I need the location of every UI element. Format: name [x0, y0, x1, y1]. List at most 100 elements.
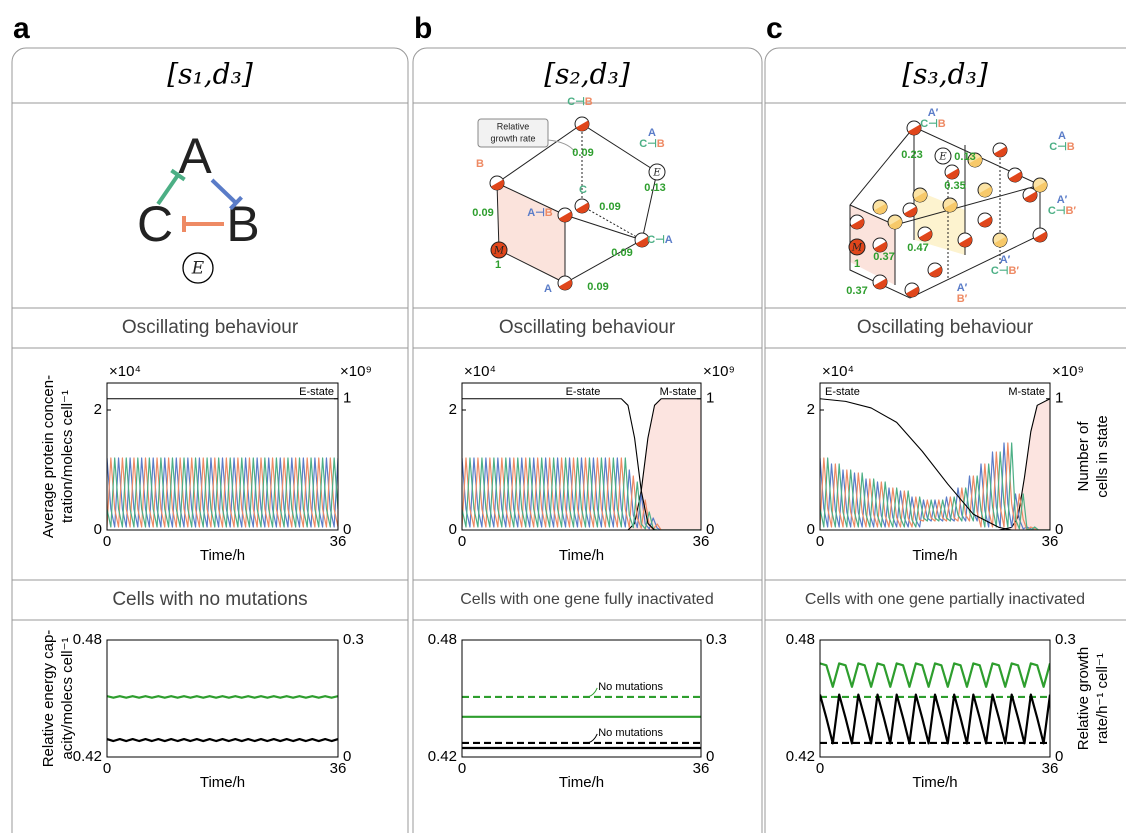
- label-char: C: [991, 265, 999, 277]
- label-char: B: [657, 138, 665, 150]
- y-tick-label: 2: [449, 401, 457, 418]
- y2-tick-label: 0: [343, 521, 351, 538]
- state-label: E-state: [299, 386, 334, 398]
- mutation-section-label: Cells with one gene fully inactivated: [460, 591, 713, 608]
- x-tick-label: 0: [816, 760, 824, 777]
- label-char: ′: [1016, 265, 1019, 277]
- growth-value: 0.13: [644, 182, 665, 194]
- mutation-label: B′: [957, 293, 968, 305]
- y-tick-label: 0.48: [786, 631, 815, 648]
- x-axis-label: Time/h: [912, 774, 957, 791]
- y-axis-label: Relative energy cap-: [40, 630, 57, 768]
- label-char: ′: [965, 293, 968, 305]
- mutation-label: C⊣B′: [1048, 205, 1077, 217]
- x-axis-label: Time/h: [200, 774, 245, 791]
- y-multiplier: ×10⁴: [822, 363, 854, 380]
- behaviour-label: Oscillating behaviour: [499, 317, 676, 338]
- panel-title: [s₂,d₃]: [544, 58, 630, 91]
- panel-letter: c: [766, 12, 783, 45]
- x-axis-label: Time/h: [559, 774, 604, 791]
- x-tick-label: 0: [816, 533, 824, 550]
- state-node-label: M: [851, 243, 863, 254]
- state-node-label: E: [938, 152, 947, 163]
- y-multiplier: ×10⁴: [109, 363, 141, 380]
- y2-tick-label: 1: [706, 390, 714, 407]
- behaviour-label: Oscillating behaviour: [122, 317, 299, 338]
- mutation-label: A⊣B: [527, 207, 553, 219]
- mutation-label: C⊣B′: [991, 265, 1020, 277]
- x-tick-label: 0: [458, 533, 466, 550]
- growth-value: 0.13: [954, 151, 975, 163]
- label-char: A: [544, 283, 552, 295]
- label-char: B: [545, 207, 553, 219]
- x-axis-label: Time/h: [912, 547, 957, 564]
- label-char: ⊣: [1057, 141, 1067, 153]
- y2-axis-label: Relative growth: [1075, 647, 1092, 750]
- state-label: E-state: [566, 386, 601, 398]
- y2-multiplier: ×10⁹: [703, 363, 735, 380]
- growth-value: 0.09: [599, 201, 620, 213]
- label-char: ⊣: [647, 138, 657, 150]
- label-char: B: [476, 158, 484, 170]
- label-char: ⊣: [999, 265, 1009, 277]
- series-annotation: No mutations: [598, 681, 663, 693]
- growth-value: 1: [854, 258, 860, 270]
- label-char: ′: [1073, 205, 1076, 217]
- label-char: ⊣: [928, 118, 938, 130]
- label-char: C: [920, 118, 928, 130]
- y-multiplier: ×10⁴: [464, 363, 496, 380]
- growth-value: 0.35: [944, 180, 965, 192]
- mutation-section-label: Cells with one gene partially inactivate…: [805, 591, 1085, 608]
- state-label: M-state: [1008, 386, 1045, 398]
- y-tick-label: 0: [94, 521, 102, 538]
- panel-letter: a: [13, 12, 30, 45]
- gene-label: A: [178, 128, 212, 184]
- callout-text: growth rate: [490, 133, 535, 143]
- label-char: B: [1065, 205, 1073, 217]
- panel-letter: b: [414, 12, 432, 45]
- mutation-label: C⊣B: [920, 118, 946, 130]
- mutation-label: C⊣B: [567, 96, 593, 108]
- y-tick-label: 0.48: [73, 631, 102, 648]
- y2-axis-label: rate/h⁻¹ cell⁻¹: [1094, 653, 1111, 744]
- growth-value: 0.37: [846, 285, 867, 297]
- state-node-label: E: [652, 168, 661, 179]
- growth-value: 0.47: [907, 242, 928, 254]
- y-tick-label: 2: [807, 401, 815, 418]
- mutation-label: C⊣B: [639, 138, 665, 150]
- growth-value: 0.23: [901, 149, 922, 161]
- x-tick-label: 0: [103, 760, 111, 777]
- state-label: M-state: [660, 386, 697, 398]
- growth-value: 1: [495, 259, 501, 271]
- state-node-label: M: [493, 246, 505, 257]
- mutation-label: B: [476, 158, 484, 170]
- y2-tick-label: 0: [706, 748, 714, 765]
- label-char: ⊣: [535, 207, 545, 219]
- y2-multiplier: ×10⁹: [340, 363, 372, 380]
- gene-label: B: [226, 196, 259, 252]
- y-tick-label: 2: [94, 401, 102, 418]
- growth-value: 0.37: [873, 251, 894, 263]
- figure: a[s₁,d₃]Oscillating behaviourCells with …: [0, 0, 1126, 833]
- y-tick-label: 0.42: [428, 748, 457, 765]
- panel-title: [s₃,d₃]: [902, 58, 988, 91]
- y-axis-label: acity/molecs cell⁻¹: [59, 637, 76, 759]
- y2-tick-label: 0: [343, 748, 351, 765]
- mutation-label: C⊣B: [1049, 141, 1075, 153]
- y2-multiplier: ×10⁹: [1052, 363, 1084, 380]
- callout-text: Relative: [497, 121, 530, 131]
- y-tick-label: 0.42: [73, 748, 102, 765]
- mutation-label: C⊣A: [647, 234, 673, 246]
- y-tick-label: 0: [449, 521, 457, 538]
- y-axis-label: Average protein concen-: [40, 375, 57, 538]
- x-tick-label: 0: [103, 533, 111, 550]
- y-axis-label: tration/molecs cell⁻¹: [59, 390, 76, 523]
- label-char: C: [579, 184, 587, 196]
- x-axis-label: Time/h: [200, 547, 245, 564]
- label-char: A: [527, 207, 535, 219]
- x-tick-label: 0: [458, 760, 466, 777]
- y2-axis-label: Number of: [1075, 421, 1092, 492]
- y2-tick-label: 0: [706, 521, 714, 538]
- y-tick-label: 0.48: [428, 631, 457, 648]
- behaviour-label: Oscillating behaviour: [857, 317, 1034, 338]
